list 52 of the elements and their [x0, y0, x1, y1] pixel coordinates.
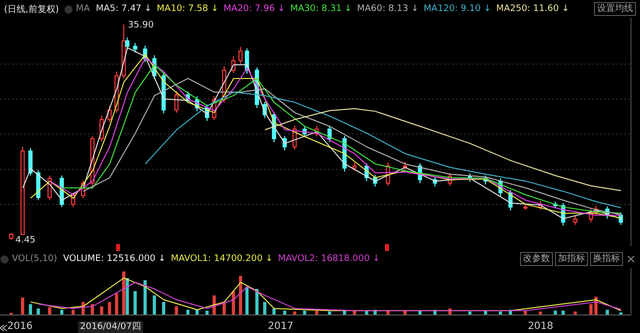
text: MA10: 7.58 ↓	[156, 4, 219, 14]
text: MA60: 8.13 ↓	[356, 4, 419, 14]
text: MA5: 7.47 ↓	[96, 4, 152, 14]
legend-title: VOL(5,10)	[12, 254, 58, 264]
bar	[186, 310, 190, 315]
series-label: VOLUME: 12516.000 ↓	[63, 254, 166, 264]
chart-title: (日线,前复权)	[4, 4, 59, 16]
text: 换指标	[590, 252, 623, 266]
text: MA20: 7.96 ↓	[224, 4, 286, 14]
bar	[263, 302, 266, 315]
text: 改参数	[520, 252, 553, 266]
text: MA250: 11.60 ↓	[496, 4, 570, 14]
bar	[72, 310, 75, 315]
bar	[606, 310, 609, 315]
candlestick	[238, 46, 243, 64]
annotation: 35.90	[128, 20, 154, 31]
bar	[589, 304, 593, 315]
bar	[21, 298, 24, 315]
text: MA30: 8.31 ↓	[290, 4, 352, 14]
bar	[60, 310, 64, 315]
bar	[283, 310, 286, 315]
bar	[48, 307, 52, 315]
text: MAVOL2: 16818.000 ↓	[278, 254, 380, 264]
bar	[108, 302, 112, 315]
bar	[126, 278, 129, 315]
text: MA120: 9.10 ↓	[424, 4, 492, 14]
bar	[162, 302, 166, 315]
text: 2016/04/07四	[78, 321, 143, 333]
candlestick	[133, 42, 138, 53]
candlestick	[125, 36, 130, 50]
bar	[152, 295, 156, 315]
legend-title: MA	[76, 4, 90, 14]
bar	[100, 306, 104, 315]
x-tick-label: 2018	[528, 321, 554, 332]
bar	[554, 310, 557, 315]
bar	[574, 312, 577, 315]
x-tick-label: 2016	[7, 321, 33, 332]
candlestick	[174, 90, 179, 114]
bar	[212, 295, 216, 315]
bar	[122, 271, 126, 315]
text: 设置均线	[594, 2, 636, 16]
bar	[562, 310, 565, 315]
annotation: 4.45	[15, 236, 36, 246]
bar	[115, 293, 118, 315]
bar	[134, 291, 137, 315]
bar	[293, 312, 296, 315]
text: MAVOL1: 14700.200 ↓	[170, 254, 273, 264]
bar	[315, 310, 318, 315]
x-tick-label: 2017	[268, 321, 294, 332]
bar	[36, 308, 40, 315]
bar	[28, 304, 32, 315]
text: 加指标	[555, 252, 588, 266]
